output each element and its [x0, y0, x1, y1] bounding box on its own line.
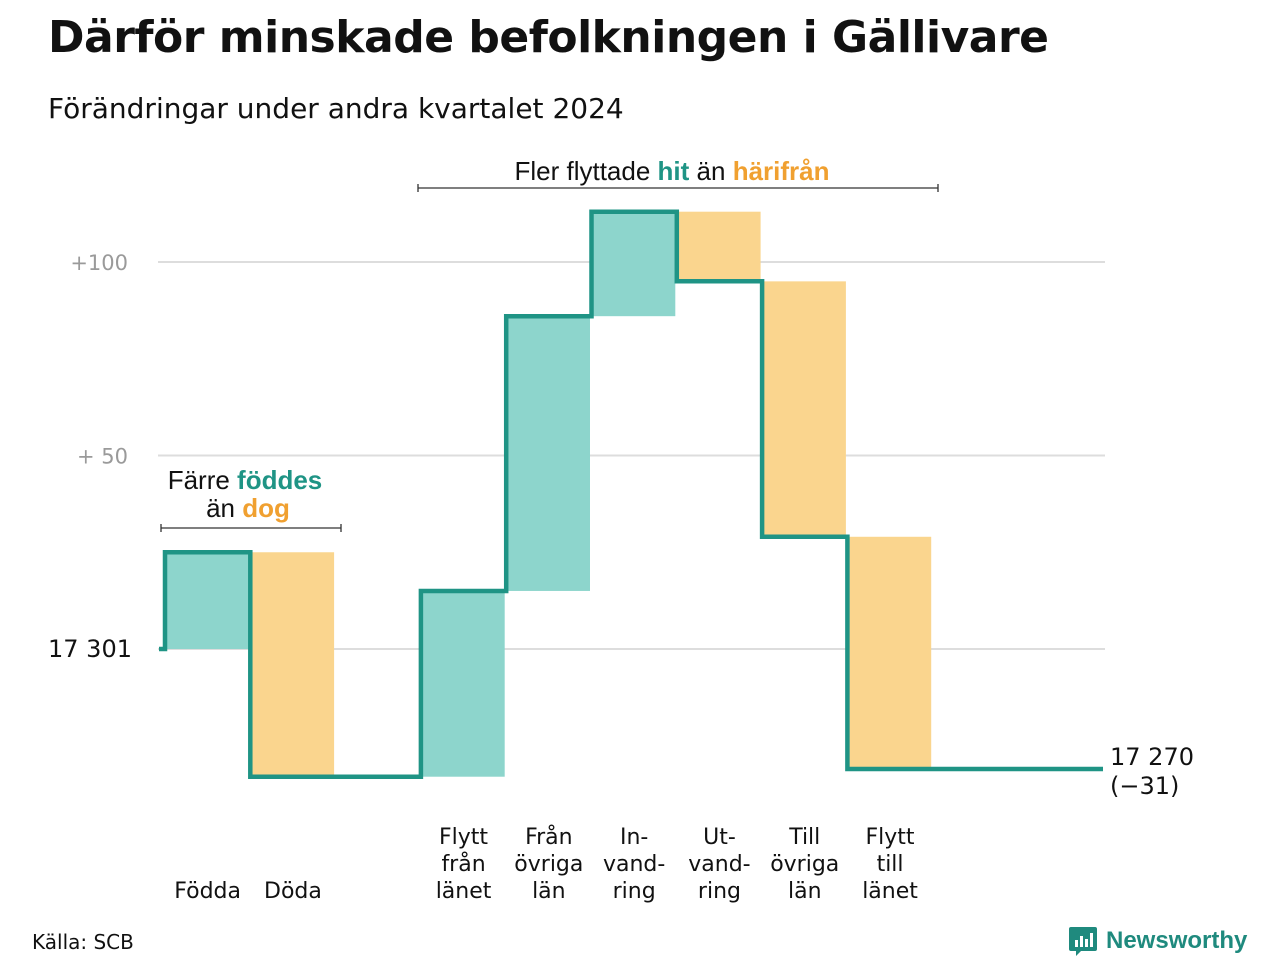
chart-subtitle: Förändringar under andra kvartalet 2024	[48, 92, 624, 125]
x-category-label: övriga	[770, 852, 839, 877]
births-annotation-bracket	[160, 524, 342, 532]
cumulative-step-line	[159, 209, 1103, 779]
x-category-label: Till	[788, 825, 820, 850]
x-category-label: ring	[613, 879, 656, 904]
x-category-label: länet	[436, 879, 492, 904]
x-category-label: län	[788, 879, 822, 904]
step-line-group	[159, 209, 1103, 779]
x-category-label: Döda	[264, 879, 322, 904]
x-category-label: länet	[862, 879, 918, 904]
x-category-label: från	[441, 851, 485, 877]
start-value-label: 17 301	[48, 635, 132, 663]
chart-title: Därför minskade befolkningen i Gällivare	[48, 12, 1049, 63]
migration-annotation-text: än	[689, 156, 732, 186]
brand-name: Newsworthy	[1106, 927, 1248, 954]
svg-text:än dog: än dog	[206, 493, 290, 523]
migration-annotation-bracket	[417, 184, 939, 192]
x-category-label: Från	[525, 824, 573, 850]
migration-annotation-text: Fler flyttade	[514, 156, 657, 186]
x-category-label: Ut-	[703, 825, 736, 850]
svg-text:Fler flyttade hit än härifrån: Fler flyttade hit än härifrån	[514, 156, 829, 186]
deaths-annotation-highlight: dog	[242, 493, 290, 523]
chart-bubble-icon	[1069, 927, 1097, 956]
births-annotation-highlight: föddes	[237, 465, 322, 495]
increase-bar	[593, 211, 676, 317]
x-category-label: Födda	[174, 879, 241, 904]
source-note: Källa: SCB	[32, 930, 134, 954]
decrease-bar	[678, 211, 761, 282]
decrease-bar	[763, 281, 846, 537]
x-category-label: vand-	[603, 852, 665, 877]
increase-bar	[422, 590, 505, 777]
migration-in-highlight: hit	[658, 156, 690, 186]
x-category-label: Flytt	[439, 825, 488, 850]
x-category-label: In-	[620, 825, 648, 850]
decrease-bar	[251, 552, 335, 777]
x-category-label: Flytt	[866, 825, 915, 850]
increase-bar	[166, 552, 249, 649]
migration-annotation: Fler flyttade hit än härifrån	[417, 156, 939, 192]
y-tick-label: + 50	[77, 445, 128, 469]
labels: Födda DödaFlyttfrånlänetFrånövrigalänIn-v…	[174, 824, 918, 904]
y-tick-label: +100	[70, 251, 128, 275]
end-value-label: 17 270	[1110, 743, 1194, 771]
increase-bar	[507, 316, 590, 591]
x-category-label: övriga	[514, 852, 583, 877]
svg-text:Färre föddes: Färre föddes	[168, 465, 323, 495]
end-change-label: (−31)	[1110, 772, 1179, 800]
x-category-label: till	[877, 852, 904, 877]
x-category-label: ring	[698, 879, 741, 904]
migration-out-highlight: härifrån	[733, 156, 830, 186]
births-annotation: Färre föddes än dog	[160, 465, 342, 532]
x-category-label: vand-	[688, 852, 750, 877]
births-annotation-text: Färre	[168, 465, 237, 495]
births-annotation-text: än	[206, 493, 242, 523]
x-category-label: län	[532, 879, 566, 904]
decrease-bar	[848, 536, 932, 769]
bars	[166, 211, 932, 777]
brand-logo: Newsworthy	[1068, 924, 1247, 958]
